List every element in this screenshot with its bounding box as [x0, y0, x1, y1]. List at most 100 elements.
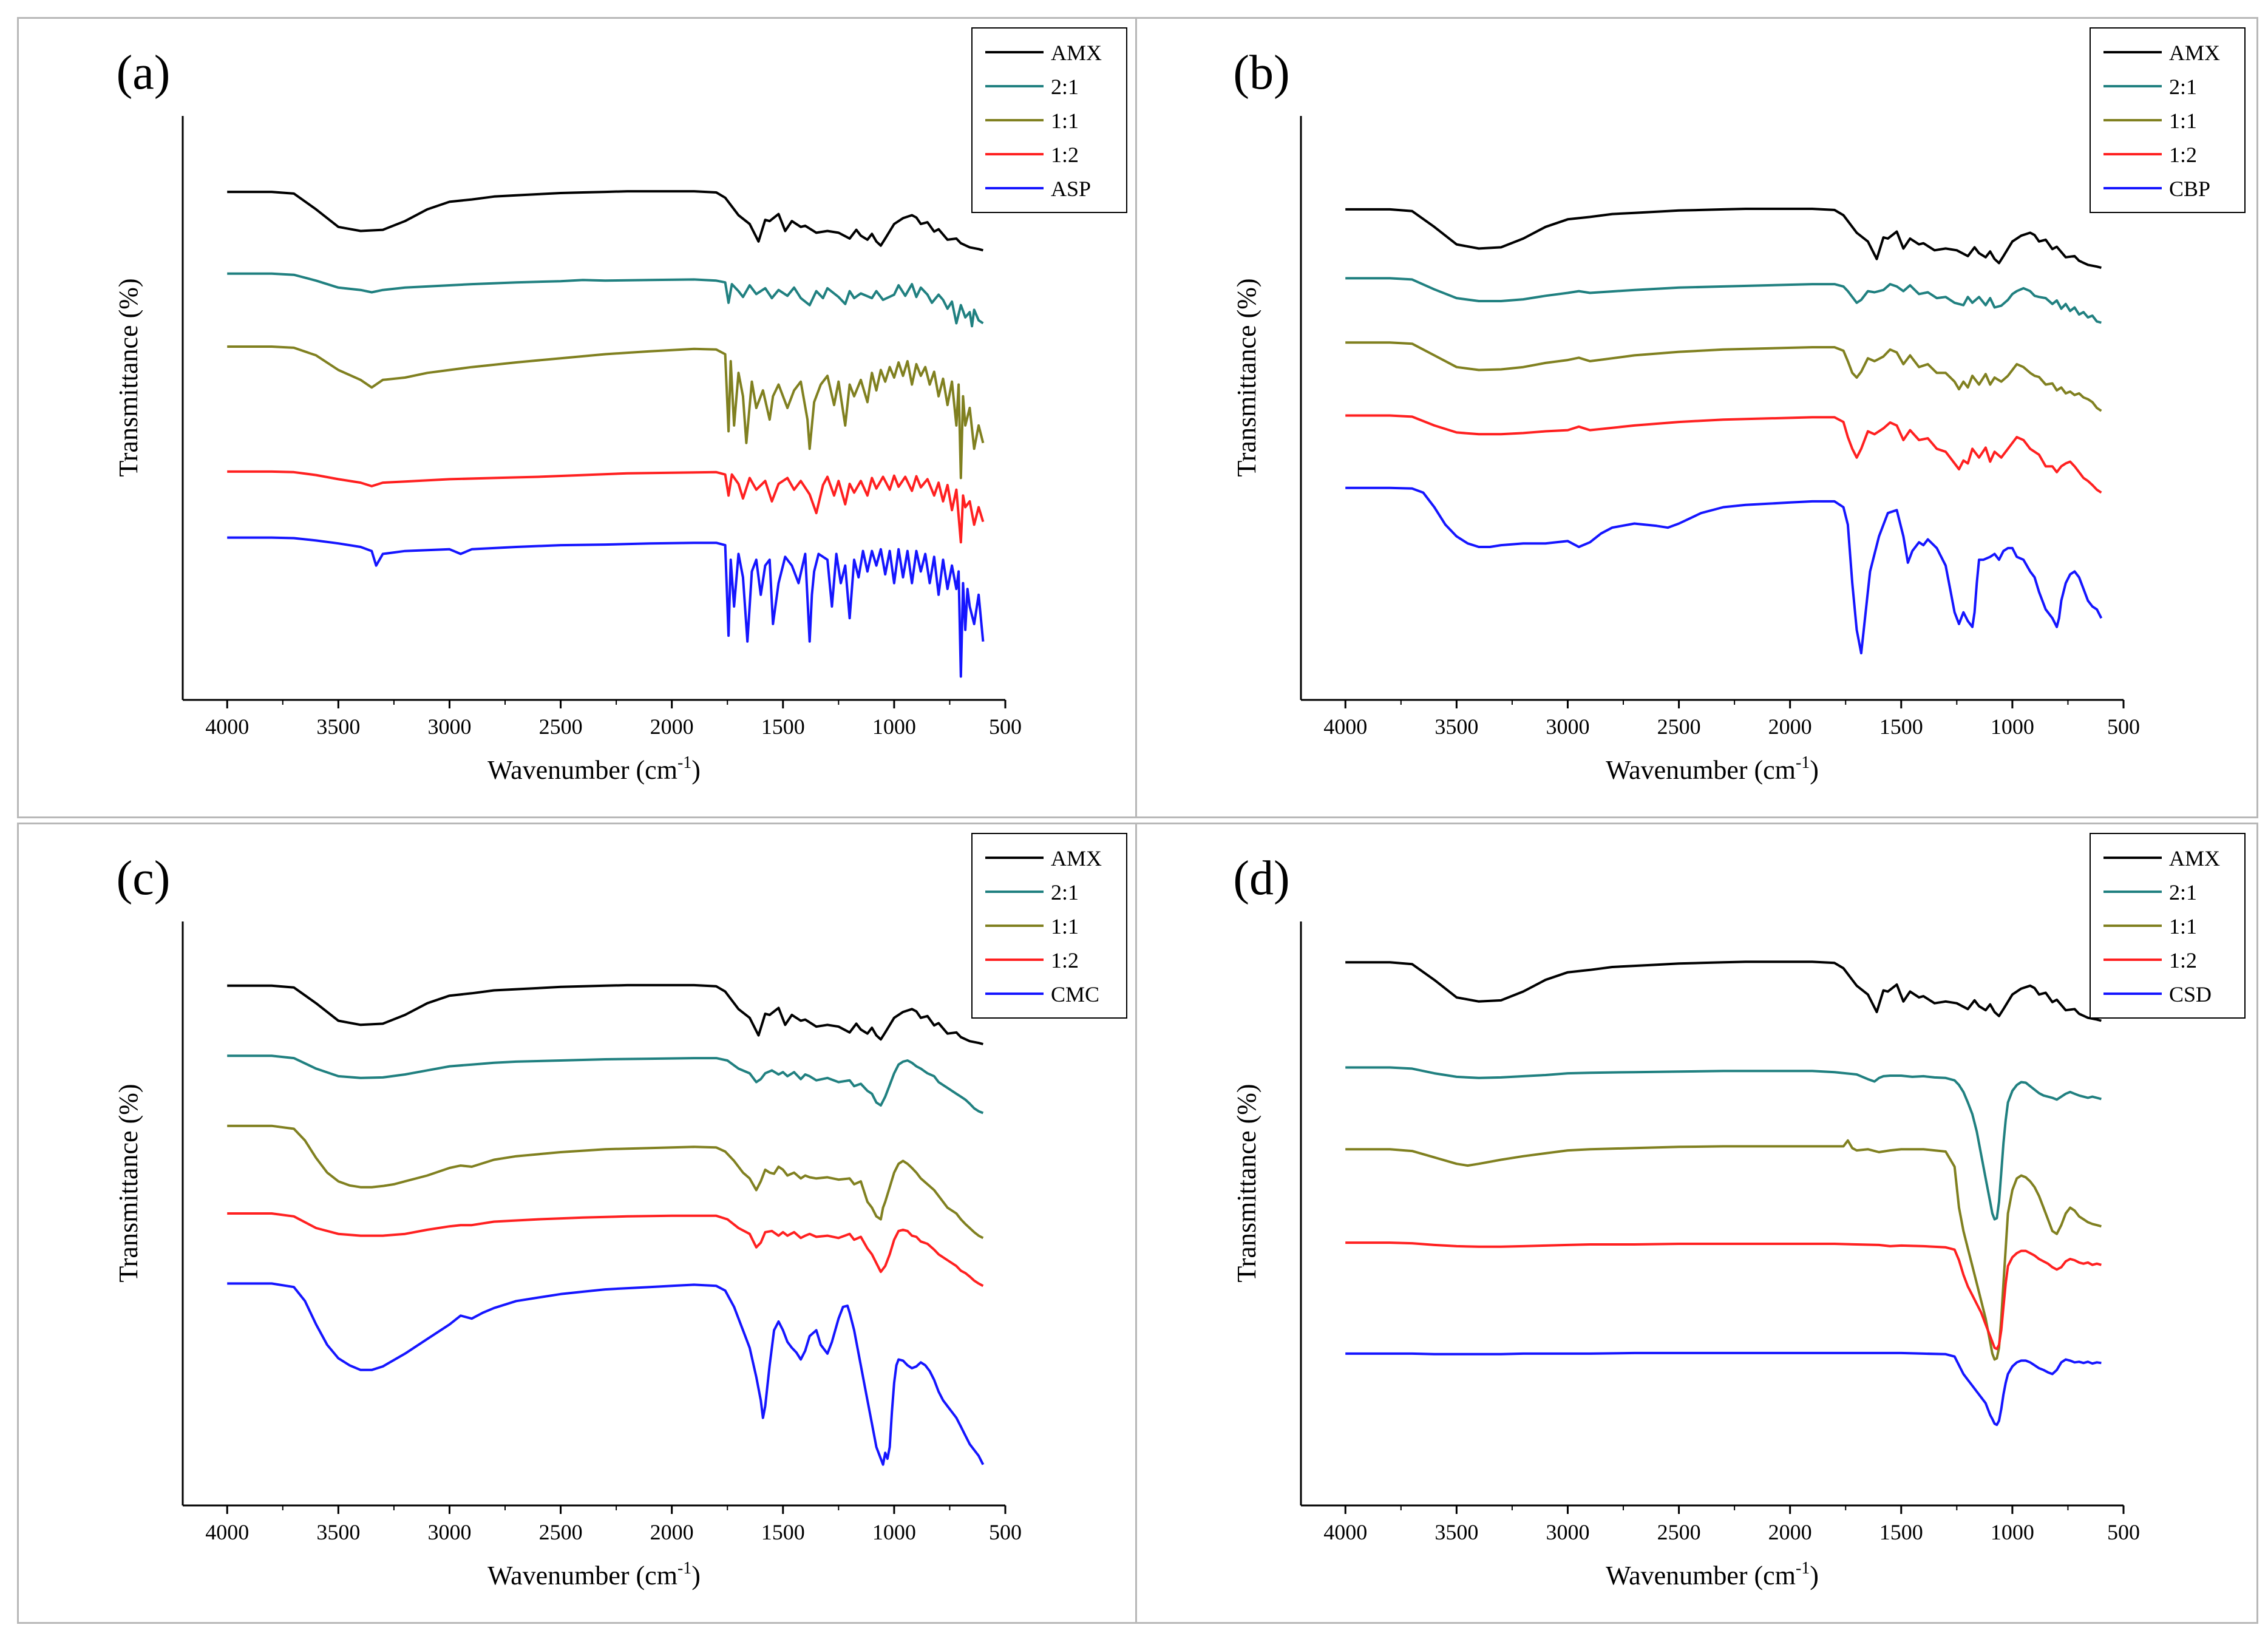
series-line-1-1: [1345, 341, 2102, 412]
legend-label: CMC: [1051, 982, 1099, 1006]
x-tick-label: 3000: [1546, 1520, 1589, 1544]
x-tick-label: 3000: [427, 714, 471, 739]
x-tick-label: 1500: [1879, 1520, 1923, 1544]
x-axis-title: Wavenumber (cm-1): [487, 753, 701, 785]
panel-label: (b): [1233, 46, 1289, 100]
y-axis-title: Transmittance (%): [114, 1084, 143, 1282]
x-axis-title-superscript: -1: [677, 753, 691, 772]
x-tick-label: 2000: [1768, 1520, 1812, 1544]
x-tick-label: 500: [2107, 714, 2140, 739]
panel-label: (a): [117, 46, 171, 100]
legend-label: 1:2: [1051, 143, 1079, 167]
ftir-chart: 4000 3500 3000 2500 2000 1500 1000 500 Wavenumbe…: [1232, 27, 2246, 785]
x-tick-label: 1000: [1991, 1520, 2034, 1544]
legend-label: 1:1: [2169, 914, 2197, 938]
x-tick-label: 2000: [1768, 714, 1812, 739]
series-line-csd: [1345, 1351, 2102, 1427]
legend-label: 1:2: [2169, 948, 2197, 972]
x-axis-title-text: Wavenumber (cm: [1606, 1561, 1796, 1590]
ftir-chart: 4000 3500 3000 2500 2000 1500 1000 500 Wavenumbe…: [114, 833, 1127, 1590]
x-tick-label: 4000: [1323, 1520, 1367, 1544]
x-tick-label: 500: [989, 714, 1022, 739]
series-line-2-1: [1345, 277, 2102, 324]
x-tick-label: 1500: [1879, 714, 1923, 739]
series-line-1-2: [1345, 414, 2102, 494]
panel-c: 4000 3500 3000 2500 2000 1500 1000 500 Wavenumbe…: [17, 823, 1140, 1624]
x-tick-label: 1000: [872, 1520, 916, 1544]
series-line-1-2: [1345, 1241, 2102, 1351]
x-tick-label: 1000: [872, 714, 916, 739]
legend-label: 1:2: [1051, 948, 1079, 972]
x-axis-title-suffix: ): [1810, 755, 1819, 785]
series-line-amx: [227, 983, 983, 1045]
legend-label: 2:1: [2169, 75, 2197, 99]
series-line-2-1: [227, 1054, 984, 1115]
ftir-chart: 4000 3500 3000 2500 2000 1500 1000 500 Wavenumbe…: [114, 27, 1127, 785]
x-tick-label: 1500: [761, 1520, 805, 1544]
series-line-1-1: [1345, 1139, 2102, 1361]
panel-d: 4000 3500 3000 2500 2000 1500 1000 500 Wavenumbe…: [1135, 823, 2258, 1624]
x-axis-title-text: Wavenumber (cm: [487, 1561, 677, 1590]
x-axis-title: Wavenumber (cm-1): [487, 1559, 701, 1590]
x-tick-label: 3500: [1434, 714, 1478, 739]
series-line-2-1: [227, 272, 984, 328]
x-tick-label: 1500: [761, 714, 805, 739]
x-tick-label: 2500: [1657, 714, 1701, 739]
legend-label: 2:1: [1051, 75, 1079, 99]
y-axis-title: Transmittance (%): [1232, 1084, 1261, 1282]
panel-a: 4000 3500 3000 2500 2000 1500 1000 500 Wavenumbe…: [17, 17, 1140, 818]
x-tick-label: 4000: [205, 1520, 249, 1544]
panel-label: (d): [1233, 852, 1289, 905]
x-tick-label: 4000: [205, 714, 249, 739]
x-axis-title-superscript: -1: [1796, 1559, 1810, 1578]
x-tick-label: 2500: [1657, 1520, 1701, 1544]
series-line-1-2: [227, 470, 985, 544]
legend-label: 2:1: [1051, 880, 1079, 904]
x-tick-label: 3500: [1434, 1520, 1478, 1544]
x-axis-title-superscript: -1: [677, 1559, 691, 1578]
x-axis-title: Wavenumber (cm-1): [1606, 753, 1819, 785]
x-tick-label: 4000: [1323, 714, 1367, 739]
legend-label: AMX: [2169, 846, 2220, 870]
x-axis-title: Wavenumber (cm-1): [1606, 1559, 1819, 1590]
ftir-chart: 4000 3500 3000 2500 2000 1500 1000 500 Wavenumbe…: [1232, 833, 2246, 1590]
y-axis-title: Transmittance (%): [114, 278, 143, 477]
x-axis-title-superscript: -1: [1796, 753, 1810, 772]
y-axis-title: Transmittance (%): [1232, 278, 1261, 477]
x-axis-title-suffix: ): [691, 1561, 701, 1590]
x-tick-label: 2500: [539, 714, 583, 739]
legend-label: CSD: [2169, 982, 2212, 1006]
x-axis-title-suffix: ): [691, 755, 701, 785]
x-tick-label: 500: [989, 1520, 1022, 1544]
panel-b: 4000 3500 3000 2500 2000 1500 1000 500 Wavenumbe…: [1135, 17, 2258, 818]
x-tick-label: 2000: [650, 1520, 694, 1544]
series-line-1-2: [227, 1212, 984, 1288]
series-line-amx: [1345, 960, 2102, 1022]
x-tick-label: 500: [2107, 1520, 2140, 1544]
legend-label: AMX: [2169, 41, 2220, 65]
x-tick-label: 3000: [427, 1520, 471, 1544]
series-line-1-1: [227, 1124, 984, 1240]
x-axis-title-suffix: ): [1810, 1561, 1819, 1590]
x-axis-title-text: Wavenumber (cm: [1606, 755, 1796, 785]
legend-label: 1:1: [1051, 109, 1079, 133]
x-tick-label: 2000: [650, 714, 694, 739]
legend-label: AMX: [1051, 846, 1102, 870]
x-tick-label: 3000: [1546, 714, 1589, 739]
x-tick-label: 1000: [1991, 714, 2034, 739]
panel-label: (c): [117, 852, 171, 905]
legend-label: 1:2: [2169, 143, 2197, 167]
series-line-cmc: [227, 1282, 985, 1466]
x-tick-label: 3500: [316, 1520, 360, 1544]
series-line-2-1: [1345, 1066, 2102, 1221]
legend-label: 2:1: [2169, 880, 2197, 904]
legend-label: AMX: [1051, 41, 1102, 65]
series-line-amx: [227, 190, 983, 252]
series-line-cbp: [1345, 486, 2103, 654]
series-line-1-1: [227, 345, 985, 480]
x-tick-label: 2500: [539, 1520, 583, 1544]
x-axis-title-text: Wavenumber (cm: [487, 755, 677, 785]
legend-label: CBP: [2169, 177, 2210, 201]
legend-label: ASP: [1051, 177, 1091, 201]
legend-label: 1:1: [2169, 109, 2197, 133]
